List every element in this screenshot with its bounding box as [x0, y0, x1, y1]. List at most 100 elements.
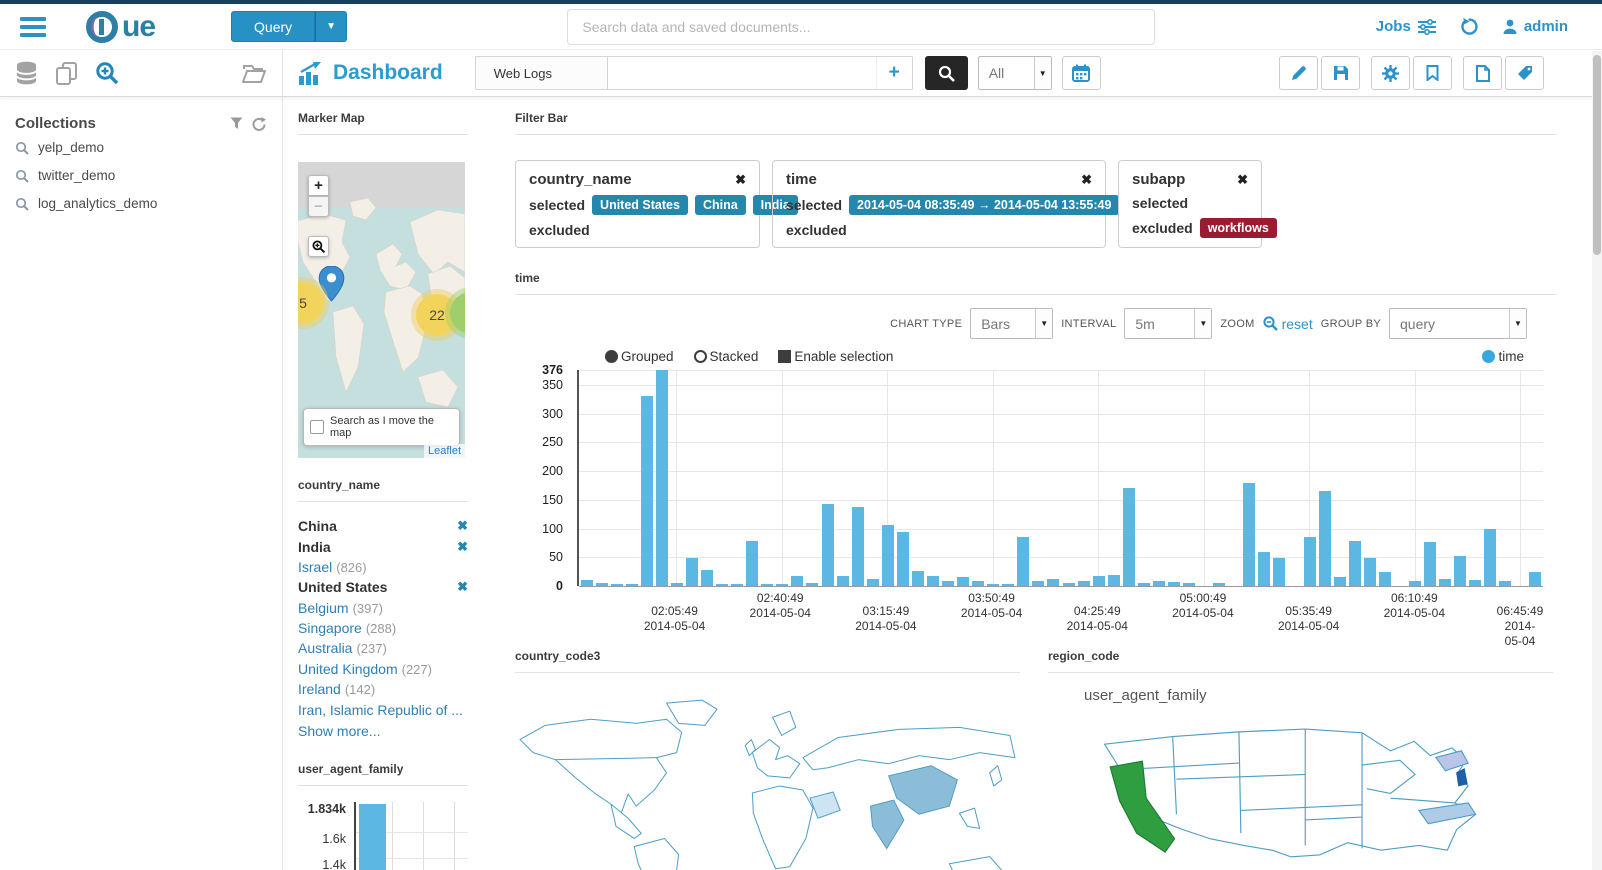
- documents-copy-icon[interactable]: [55, 61, 78, 86]
- bookmark-button[interactable]: [1413, 56, 1452, 90]
- zoom-reset-control[interactable]: reset: [1262, 315, 1313, 332]
- group-by-select[interactable]: query ▼: [1389, 308, 1527, 339]
- us-choropleth-map[interactable]: [1078, 708, 1523, 858]
- chart-bar[interactable]: [942, 581, 955, 586]
- chart-bar[interactable]: [685, 558, 698, 586]
- chart-bar[interactable]: [716, 583, 729, 586]
- chart-bar[interactable]: [1454, 556, 1467, 586]
- chart-bar[interactable]: [881, 524, 894, 586]
- vertical-scrollbar[interactable]: [1592, 51, 1602, 870]
- chart-bar[interactable]: [701, 569, 714, 586]
- chart-bar[interactable]: [1152, 581, 1165, 586]
- chart-bar[interactable]: [1439, 579, 1452, 586]
- world-choropleth-map[interactable]: [515, 697, 1020, 870]
- chart-type-select[interactable]: Bars ▼: [970, 308, 1054, 339]
- remove-facet-icon[interactable]: ✖: [457, 518, 468, 534]
- collection-name[interactable]: Web Logs: [475, 57, 608, 89]
- chart-bar[interactable]: [1077, 581, 1090, 586]
- chart-bar[interactable]: [610, 583, 623, 586]
- legend-enable-selection[interactable]: Enable selection: [778, 349, 893, 364]
- chart-bar[interactable]: [1092, 575, 1105, 586]
- chart-bar[interactable]: [1002, 583, 1015, 586]
- chart-bar[interactable]: [580, 580, 593, 586]
- chart-bar[interactable]: [670, 583, 683, 586]
- facet-value-link[interactable]: Australia: [298, 640, 353, 657]
- leaflet-attribution-link[interactable]: Leaflet: [423, 444, 465, 458]
- filter-badge[interactable]: workflows: [1199, 218, 1277, 238]
- chart-bar[interactable]: [926, 575, 939, 586]
- user-menu[interactable]: admin: [1503, 18, 1568, 35]
- chart-bar[interactable]: [866, 578, 879, 586]
- remove-facet-icon[interactable]: ✖: [457, 579, 468, 595]
- chart-bar[interactable]: [1484, 528, 1497, 586]
- facet-value-link[interactable]: Singapore: [298, 620, 362, 637]
- settings-button[interactable]: [1371, 56, 1410, 90]
- filter-badge[interactable]: India: [752, 195, 798, 215]
- chart-bar[interactable]: [761, 583, 774, 586]
- zoom-reset-link[interactable]: reset: [1281, 315, 1313, 332]
- search-as-move-checkbox[interactable]: [310, 420, 324, 434]
- interval-select[interactable]: 5m ▼: [1124, 308, 1213, 339]
- facet-value-link[interactable]: Israel: [298, 558, 333, 575]
- search-submit-button[interactable]: [924, 56, 968, 90]
- chart-bar[interactable]: [836, 576, 849, 586]
- chart-bar[interactable]: [640, 396, 653, 586]
- chart-bar[interactable]: [1243, 482, 1256, 586]
- query-button[interactable]: Query: [231, 11, 316, 42]
- chart-bar[interactable]: [1529, 571, 1542, 586]
- collection-item[interactable]: twitter_demo: [15, 163, 267, 188]
- jobs-link[interactable]: Jobs: [1376, 18, 1436, 35]
- query-dropdown-caret[interactable]: ▼: [315, 11, 348, 42]
- chart-bar[interactable]: [776, 583, 789, 586]
- legend-grouped[interactable]: Grouped: [605, 349, 674, 364]
- database-icon[interactable]: [15, 61, 38, 86]
- filter-badge[interactable]: 2014-05-04 08:35:49 → 2014-05-04 13:55:4…: [849, 195, 1120, 215]
- chart-bar[interactable]: [806, 582, 819, 586]
- hue-logo[interactable]: ue: [84, 10, 156, 44]
- facet-value-link[interactable]: Belgium: [298, 599, 349, 616]
- chart-bar[interactable]: [1303, 537, 1316, 586]
- add-widget-button[interactable]: +: [875, 57, 912, 89]
- refresh-icon[interactable]: [252, 116, 267, 131]
- chart-bar[interactable]: [1137, 583, 1150, 586]
- chart-bar[interactable]: [1408, 581, 1421, 586]
- chart-bar[interactable]: [625, 583, 638, 586]
- history-button[interactable]: [1460, 17, 1479, 36]
- chart-bar[interactable]: [1047, 579, 1060, 586]
- edit-dashboard-button[interactable]: [1279, 56, 1318, 90]
- collection-item[interactable]: yelp_demo: [15, 135, 267, 160]
- filter-badge[interactable]: China: [694, 195, 746, 215]
- mini-chart-bar[interactable]: [359, 803, 386, 870]
- time-chart-plot[interactable]: [577, 370, 1543, 587]
- chart-bar[interactable]: [731, 583, 744, 586]
- chart-bar[interactable]: [972, 581, 985, 586]
- scrollbar-thumb[interactable]: [1593, 55, 1601, 255]
- chart-bar[interactable]: [1183, 583, 1196, 586]
- map-zoom-in-button[interactable]: +: [308, 175, 329, 196]
- map-marker-pin[interactable]: [318, 265, 345, 308]
- chart-bar[interactable]: [1333, 577, 1346, 586]
- save-dashboard-button[interactable]: [1321, 56, 1360, 90]
- chart-bar[interactable]: [851, 507, 864, 586]
- map-cluster-22[interactable]: 22: [416, 294, 458, 336]
- map-magnify-button[interactable]: [308, 236, 329, 257]
- map-cluster-2[interactable]: 2: [450, 292, 465, 334]
- scope-select[interactable]: All ▼: [977, 56, 1052, 90]
- facet-value-link[interactable]: Ireland: [298, 681, 341, 698]
- new-document-button[interactable]: [1463, 56, 1502, 90]
- chart-bar[interactable]: [791, 576, 804, 586]
- chart-bar[interactable]: [957, 577, 970, 586]
- chart-bar[interactable]: [1273, 558, 1286, 586]
- chart-bar[interactable]: [1378, 571, 1391, 586]
- facet-value-link[interactable]: United Kingdom: [298, 660, 398, 677]
- chart-bar[interactable]: [896, 532, 909, 586]
- chart-bar[interactable]: [595, 583, 608, 586]
- chart-bar[interactable]: [1213, 583, 1226, 586]
- collection-item[interactable]: log_analytics_demo: [15, 191, 267, 216]
- chart-bar[interactable]: [1017, 537, 1030, 586]
- zoom-in-icon[interactable]: [95, 61, 119, 85]
- filter-badge[interactable]: United States: [592, 195, 688, 215]
- chart-bar[interactable]: [1318, 491, 1331, 586]
- chart-bar[interactable]: [655, 370, 668, 586]
- facet-value-link[interactable]: Iran, Islamic Republic of ...: [298, 701, 463, 718]
